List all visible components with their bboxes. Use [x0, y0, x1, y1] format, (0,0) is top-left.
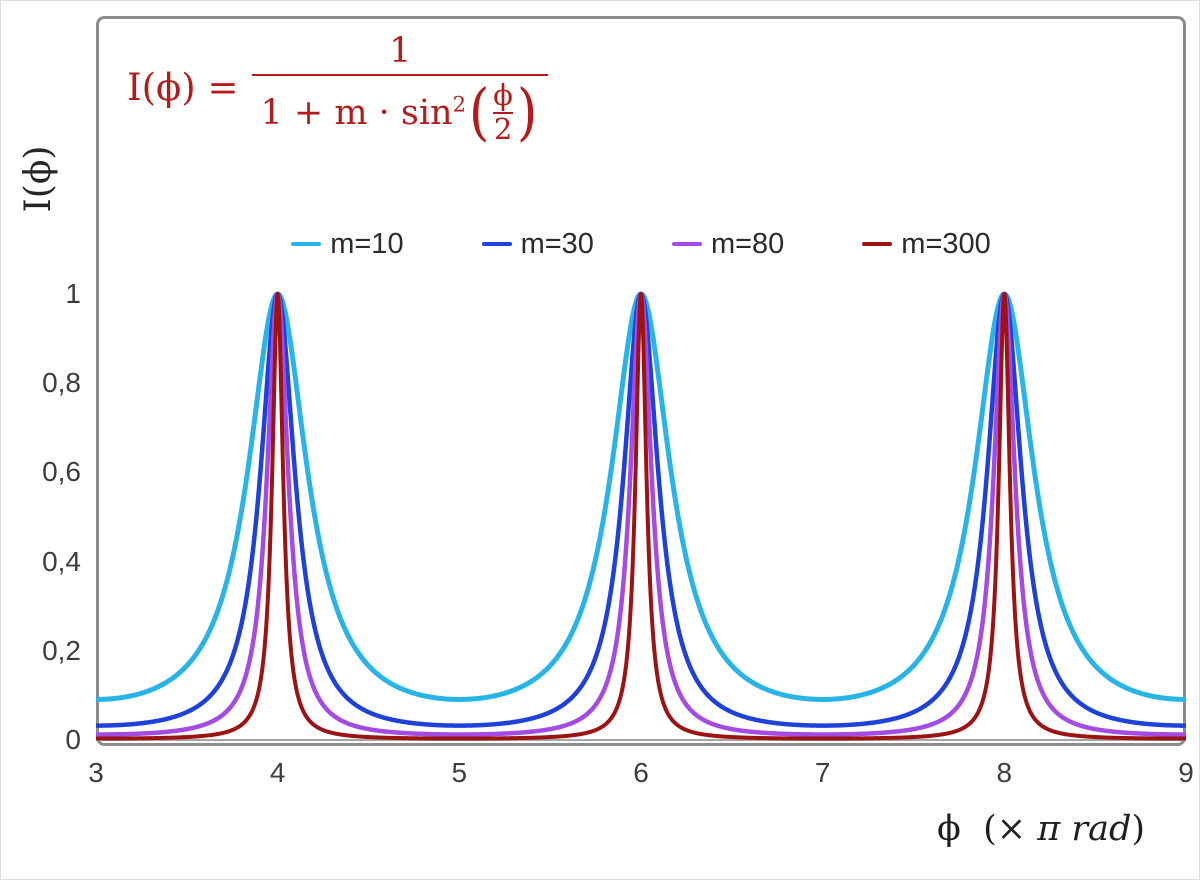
x-axis-title: ϕ (× π rad)	[901, 809, 1181, 849]
x-tick-label-5: 5	[451, 757, 468, 788]
x-tick-label-7: 7	[814, 757, 831, 788]
inner-fraction-denominator: 2	[493, 111, 513, 146]
series-line-m=300	[96, 292, 1186, 741]
y-tick-label-0,2: 0,2	[42, 634, 81, 666]
close-paren: )	[516, 75, 538, 149]
y-tick-label-0,8: 0,8	[42, 367, 81, 399]
y-tick-label-0: 0	[65, 724, 81, 755]
x-axis-title-open: (×	[983, 809, 1038, 849]
formula-lhs: I(ϕ) =	[127, 66, 239, 110]
legend-label: m=80	[710, 227, 785, 260]
legend-item-m=80: m=80	[671, 227, 785, 261]
legend-swatch-m=10	[291, 241, 322, 247]
legend-label: m=30	[520, 227, 594, 260]
legend-label: m=300	[901, 227, 991, 260]
x-axis-title-phi: ϕ	[936, 809, 961, 849]
x-axis-title-units: π rad	[1037, 809, 1132, 849]
fraction-bar	[252, 74, 549, 77]
x-axis-title-close: )	[1131, 809, 1146, 849]
inner-fraction-bar	[493, 111, 513, 114]
legend-swatch-m=80	[671, 241, 702, 247]
y-axis-title: I(ϕ)	[18, 145, 59, 213]
legend: m=10 m=30 m=80 m=300	[96, 225, 1186, 263]
legend-item-m=10: m=10	[291, 227, 404, 261]
x-tick-label-3: 3	[88, 757, 104, 788]
x-tick-label-4: 4	[269, 757, 286, 788]
denominator-text: 1 + m · sin2	[260, 91, 466, 133]
formula-denominator: 1 + m · sin2 ( ϕ 2 )	[252, 76, 548, 145]
series-line-m=30	[96, 291, 1186, 728]
x-tick-label-6: 6	[633, 757, 649, 788]
x-tick-label-9: 9	[1178, 757, 1194, 788]
formula-annotation: I(ϕ) = 1 1 + m · sin2 ( ϕ 2 )	[127, 31, 549, 145]
y-tick-label-0,6: 0,6	[42, 456, 81, 488]
formula-fraction: 1 1 + m · sin2 ( ϕ 2 )	[252, 31, 549, 145]
plot-border	[96, 16, 1186, 746]
y-tick-label-0,4: 0,4	[42, 545, 81, 577]
formula-numerator: 1	[389, 31, 412, 71]
legend-swatch-m=30	[481, 241, 512, 247]
legend-item-m=30: m=30	[481, 227, 594, 261]
open-paren: (	[468, 75, 490, 149]
series-line-m=80	[96, 291, 1186, 737]
inner-fraction-numerator: ϕ	[493, 78, 513, 113]
legend-item-m=300: m=300	[862, 227, 991, 261]
inner-fraction: ϕ 2	[493, 78, 513, 146]
legend-label: m=10	[330, 227, 404, 260]
x-tick-label-8: 8	[996, 757, 1013, 788]
legend-swatch-m=300	[862, 241, 893, 247]
y-tick-label-1: 1	[65, 278, 81, 309]
plot-area	[96, 16, 1186, 746]
